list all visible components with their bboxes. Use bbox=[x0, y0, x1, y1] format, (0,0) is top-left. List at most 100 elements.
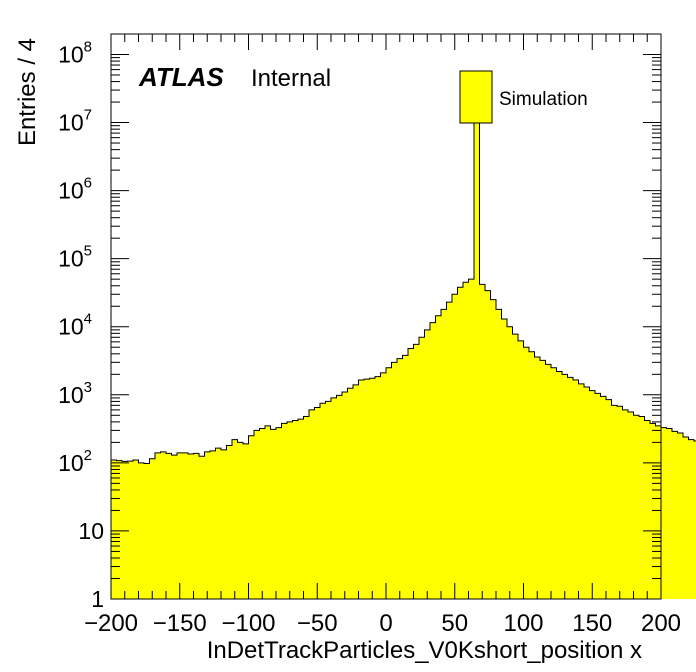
y-tick-label: 107 bbox=[58, 107, 92, 136]
histogram-bin bbox=[518, 340, 524, 599]
y-tick-label: 105 bbox=[58, 243, 92, 272]
y-tick-exponent: 3 bbox=[84, 379, 92, 396]
histogram-bin bbox=[276, 427, 282, 599]
legend-label: Simulation bbox=[499, 89, 588, 110]
histogram-bin bbox=[562, 374, 568, 599]
histogram-bin bbox=[496, 309, 502, 599]
y-tick-exponent: 2 bbox=[84, 447, 92, 464]
histogram-bin bbox=[655, 425, 662, 599]
histogram-bin bbox=[380, 372, 387, 599]
histogram-bin bbox=[226, 445, 233, 599]
histogram-bin bbox=[600, 396, 607, 599]
histogram-bin bbox=[424, 329, 431, 599]
histogram-bin bbox=[457, 287, 464, 599]
y-tick-base: 10 bbox=[58, 246, 84, 272]
histogram-bin bbox=[298, 419, 304, 599]
histogram-bin bbox=[369, 378, 376, 599]
histogram-bin bbox=[617, 406, 623, 599]
y-tick-base: 10 bbox=[58, 41, 84, 67]
y-tick-label: 103 bbox=[58, 379, 92, 408]
legend-swatch bbox=[459, 70, 493, 124]
y-tick-exponent: 5 bbox=[84, 243, 92, 260]
histogram-bin bbox=[204, 451, 211, 599]
histogram-bin bbox=[386, 367, 392, 599]
histogram-bin bbox=[661, 427, 667, 599]
histogram-bin bbox=[523, 347, 530, 599]
y-tick-base: 10 bbox=[58, 110, 84, 136]
histogram-bin bbox=[567, 377, 574, 599]
y-tick-base: 10 bbox=[58, 314, 84, 340]
histogram-bin bbox=[545, 364, 552, 599]
histogram-bin bbox=[347, 388, 354, 599]
histogram-bin bbox=[243, 443, 249, 599]
atlas-label: ATLAS bbox=[138, 62, 224, 92]
histogram-bin bbox=[628, 411, 634, 599]
histogram-bin bbox=[188, 454, 194, 599]
histogram-bin bbox=[314, 407, 321, 599]
histogram-bin bbox=[215, 448, 222, 599]
plot-frame bbox=[110, 33, 662, 600]
histogram-bin bbox=[265, 425, 271, 599]
y-tick-exponent: 6 bbox=[84, 175, 92, 192]
y-tick-label: 10 bbox=[78, 518, 104, 544]
histogram-bin bbox=[688, 439, 695, 599]
y-tick-base: 10 bbox=[58, 382, 84, 408]
histogram-bin bbox=[353, 384, 359, 599]
histogram-bin bbox=[210, 450, 216, 599]
y-tick-exponent: 8 bbox=[84, 38, 92, 55]
histogram-bin bbox=[650, 423, 656, 599]
y-tick-label: 104 bbox=[58, 311, 92, 340]
histogram-bin bbox=[287, 421, 293, 599]
y-tick-label: 102 bbox=[58, 447, 92, 476]
y-tick-label: 1 bbox=[91, 586, 104, 612]
histogram-bin bbox=[342, 391, 348, 599]
y-tick-label: 108 bbox=[58, 38, 92, 67]
histogram-bin bbox=[160, 451, 167, 599]
histogram-bin bbox=[512, 334, 519, 599]
histogram-bin bbox=[556, 371, 563, 599]
histogram-bars bbox=[111, 117, 696, 599]
internal-label: Internal bbox=[251, 65, 331, 92]
histogram-bin bbox=[133, 460, 139, 599]
histogram-bin bbox=[435, 315, 442, 599]
histogram-bin bbox=[413, 344, 420, 599]
histogram-bin bbox=[177, 452, 183, 599]
histogram-bin bbox=[325, 401, 332, 599]
histogram-bin bbox=[270, 429, 277, 599]
histogram-bin bbox=[644, 420, 651, 599]
histogram-bin bbox=[677, 432, 684, 599]
y-tick-base: 10 bbox=[58, 450, 84, 476]
histogram-bin bbox=[171, 455, 178, 599]
y-tick-exponent: 4 bbox=[84, 311, 92, 328]
x-tick-label: 100 bbox=[503, 610, 543, 637]
histogram-outline bbox=[110, 116, 696, 599]
histogram-bin bbox=[116, 460, 123, 599]
x-tick-label: 50 bbox=[441, 610, 468, 637]
histogram-bin bbox=[193, 453, 200, 599]
histogram-bin bbox=[468, 279, 475, 599]
histogram-bin bbox=[281, 423, 288, 599]
histogram-bin bbox=[320, 403, 326, 599]
histogram-bin bbox=[446, 302, 453, 599]
legend: Simulation bbox=[459, 70, 588, 124]
x-tick-label: −50 bbox=[297, 610, 338, 637]
y-axis-label: Entries / 4 bbox=[14, 38, 41, 146]
histogram-bin bbox=[441, 309, 447, 599]
histogram-bin bbox=[375, 376, 381, 599]
histogram-bin bbox=[111, 460, 117, 599]
histogram-bin bbox=[408, 348, 414, 599]
histogram-bin bbox=[633, 415, 640, 599]
histogram-bin bbox=[683, 436, 689, 599]
histogram-bin bbox=[397, 358, 403, 599]
histogram-bin bbox=[232, 439, 238, 599]
histogram-bin bbox=[490, 299, 497, 599]
histogram-bin bbox=[199, 456, 205, 599]
histogram-bin bbox=[331, 397, 337, 599]
histogram-bin bbox=[391, 362, 398, 599]
histogram-bin bbox=[589, 390, 596, 599]
histogram-bin bbox=[303, 416, 310, 599]
histogram-bin bbox=[259, 428, 266, 599]
histogram-bin bbox=[364, 379, 370, 599]
